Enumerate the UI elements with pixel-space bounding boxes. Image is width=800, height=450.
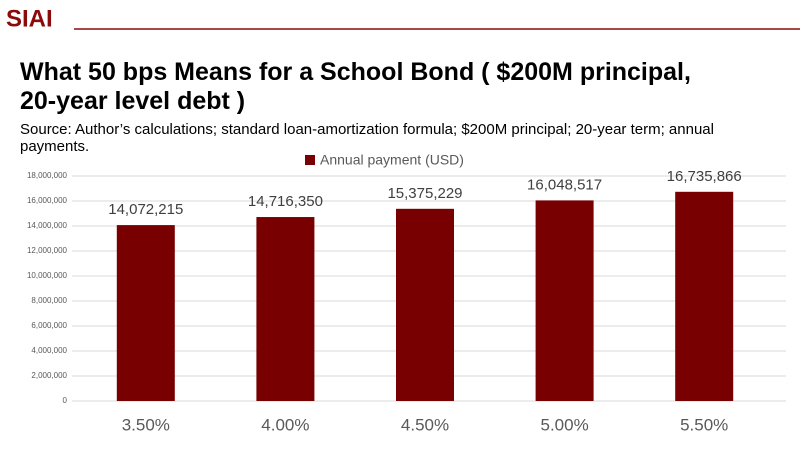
y-tick-label: 16,000,000 (27, 196, 68, 205)
chart-title: What 50 bps Means for a School Bond ( $2… (20, 58, 691, 115)
y-tick-label: 2,000,000 (31, 371, 67, 380)
y-tick-label: 8,000,000 (31, 296, 67, 305)
logo: SIAI (6, 5, 53, 32)
value-label: 15,375,229 (387, 185, 462, 202)
value-label: 16,048,517 (527, 176, 602, 193)
bar (675, 191, 734, 401)
chart-subtitle: Source: Author’s calculations; standard … (20, 121, 714, 155)
y-tick-label: 12,000,000 (27, 246, 68, 255)
value-label: 14,072,215 (108, 201, 183, 218)
legend-swatch (305, 155, 315, 165)
bar (396, 208, 454, 401)
y-tick-label: 10,000,000 (27, 271, 68, 280)
bar (535, 200, 594, 401)
bar (116, 225, 175, 401)
y-tick-label: 18,000,000 (27, 171, 68, 180)
y-tick-label: 14,000,000 (27, 221, 68, 230)
x-tick-label: 5.00% (540, 415, 588, 434)
x-tick-label: 3.50% (122, 415, 170, 434)
y-tick-label: 6,000,000 (31, 321, 67, 330)
x-tick-label: 4.00% (261, 415, 309, 434)
bar (256, 217, 315, 401)
x-tick-label: 5.50% (680, 415, 728, 434)
y-tick-label: 0 (63, 396, 68, 405)
legend-label: Annual payment (USD) (320, 152, 464, 168)
y-tick-label: 4,000,000 (31, 346, 67, 355)
value-label: 16,735,866 (667, 168, 742, 185)
value-label: 14,716,350 (248, 193, 323, 210)
x-tick-label: 4.50% (401, 415, 449, 434)
